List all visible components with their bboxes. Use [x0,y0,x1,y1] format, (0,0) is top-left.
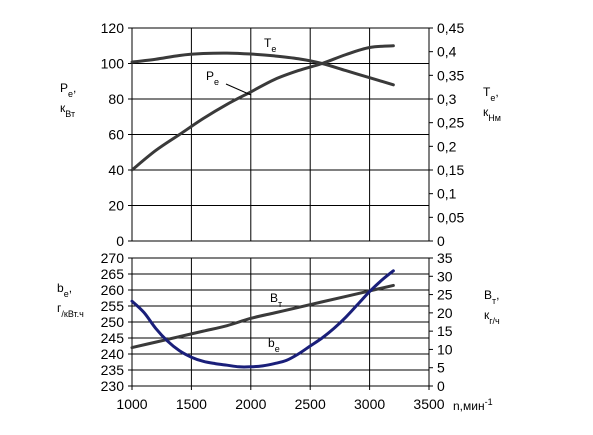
bottom-left-tick-label: 255 [101,298,125,314]
bottom-left-tick-label: 230 [101,378,125,394]
top-left-axis-title-line-1: кВт [60,101,75,119]
bottom-right-tick-label: 10 [437,341,453,357]
top-series-label-leader-pe [225,83,252,96]
bottom-left-tick-label: 250 [101,314,125,330]
bottom-right-tick-label: 25 [437,287,453,303]
x-tick-label: 3000 [354,396,385,412]
top-left-tick-label: 0 [116,233,124,249]
top-left-tick-label: 100 [101,56,125,72]
bottom-right-axis-title-line-0: Вт, [484,288,499,306]
top-left-tick-label: 60 [108,127,124,143]
bottom-right-tick-label: 5 [437,360,445,376]
x-tick-label: 1000 [116,396,147,412]
bottom-series-line-be [130,269,395,369]
bottom-series-label-be: be [268,336,280,354]
top-right-tick-label: 0,4 [437,44,457,60]
top-right-tick-label: 0,15 [437,162,464,178]
bottom-series-label-bт: Bт [270,291,282,309]
top-right-tick-label: 0,05 [437,209,464,225]
bottom-right-tick-label: 0 [437,378,445,394]
x-axis-label: n,мин-1 [453,397,493,413]
bottom-series-line-bт [130,283,395,350]
series-layer [130,44,395,369]
bottom-left-axis-title-line-1: г/кВт.ч [57,301,84,319]
top-right-tick-label: 0 [437,233,445,249]
bottom-right-tick-label: 35 [437,250,453,266]
label-layer: 02040608010012000,050,10,150,20,250,30,3… [57,20,501,413]
bottom-left-tick-label: 240 [101,346,125,362]
bottom-right-tick-label: 15 [437,323,453,339]
x-tick-label: 3500 [413,396,444,412]
bottom-left-tick-label: 270 [101,250,125,266]
top-right-tick-label: 0,45 [437,20,464,36]
top-right-tick-label: 0,2 [437,138,457,154]
bottom-left-tick-label: 260 [101,282,125,298]
top-right-tick-label: 0,3 [437,91,457,107]
bottom-right-axis-title-line-1: кг/ч [484,308,500,326]
top-series-label-te: Te [264,36,276,54]
top-right-tick-label: 0,25 [437,115,464,131]
bottom-right-tick-label: 20 [437,305,453,321]
bottom-left-tick-label: 245 [101,330,125,346]
top-right-tick-label: 0,35 [437,67,464,83]
top-left-tick-label: 20 [108,198,124,214]
bottom-right-tick-label: 30 [437,268,453,284]
x-tick-label: 2500 [295,396,326,412]
top-left-tick-label: 80 [108,91,124,107]
top-right-tick-label: 0,1 [437,186,457,202]
x-tick-label: 2000 [235,396,266,412]
bottom-left-axis-title-line-0: be, [57,281,72,299]
top-left-axis-title-line-0: Pe, [60,81,76,99]
bottom-left-tick-label: 235 [101,362,125,378]
top-right-axis-title-line-1: кНм [483,105,501,123]
top-series-line-pe [130,44,395,172]
bottom-left-tick-label: 265 [101,266,125,282]
top-left-tick-label: 120 [101,20,125,36]
top-series-label-pe: Pe [206,69,219,87]
x-tick-label: 1500 [176,396,207,412]
top-series-line-te [130,51,395,87]
top-right-axis-title-line-0: Te, [483,85,499,103]
top-left-tick-label: 40 [108,162,124,178]
